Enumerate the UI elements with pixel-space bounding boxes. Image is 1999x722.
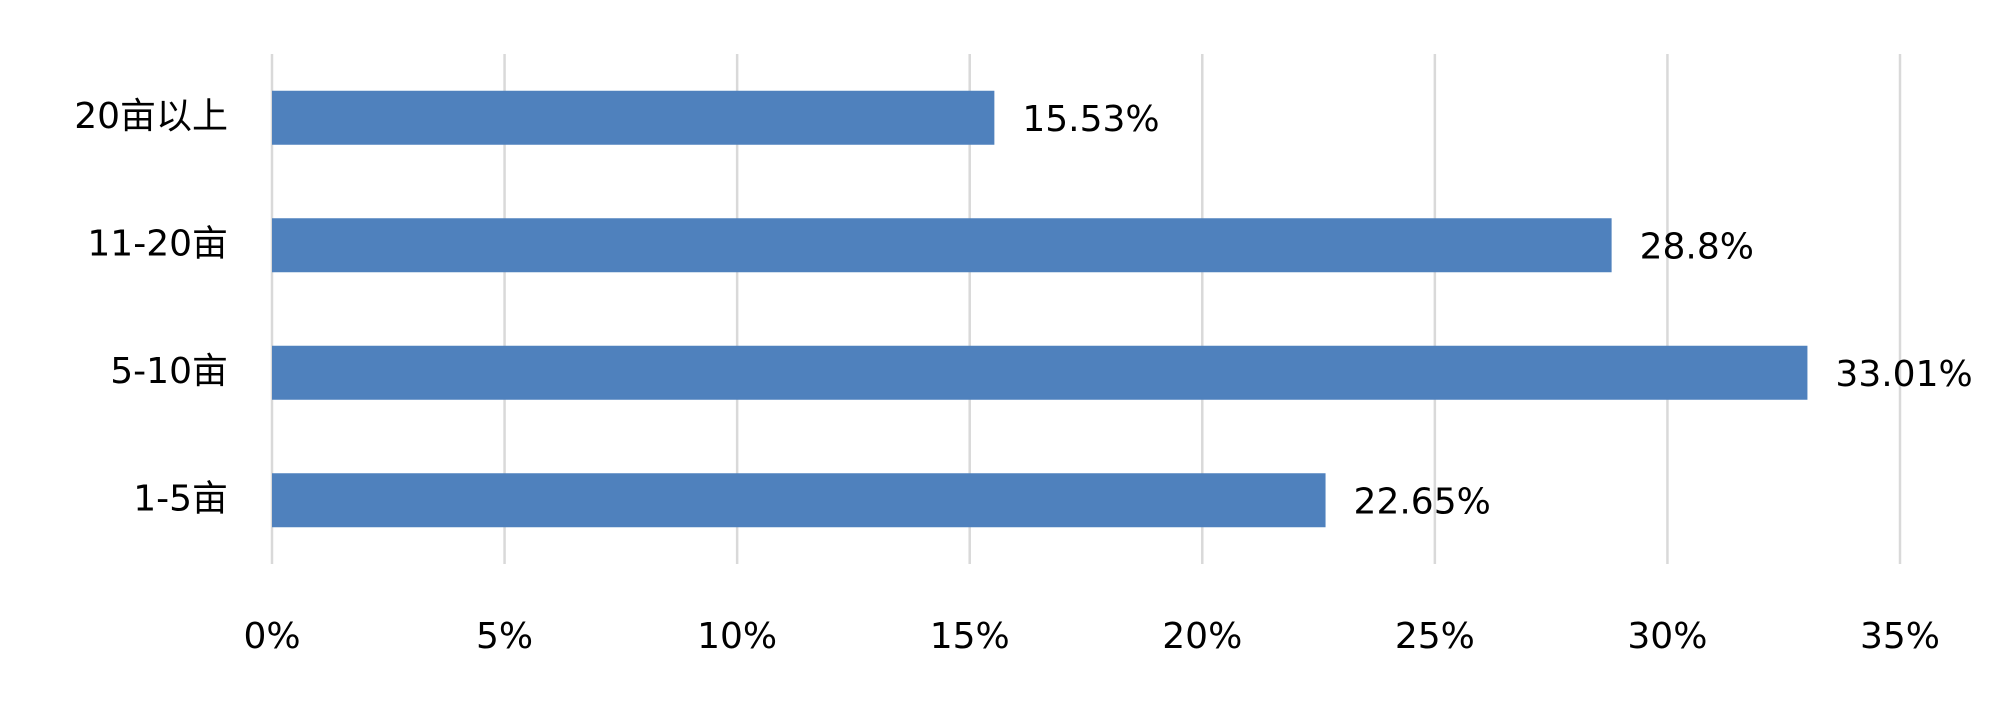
x-tick-label: 35%: [1860, 616, 1940, 657]
x-tick-label: 30%: [1627, 616, 1707, 657]
x-tick-label: 20%: [1162, 616, 1242, 657]
value-label: 15.53%: [1022, 99, 1159, 140]
y-tick-label: 1-5亩: [133, 478, 228, 519]
y-tick-label: 20亩以上: [74, 96, 228, 137]
value-label: 22.65%: [1354, 481, 1491, 522]
y-tick-label: 11-20亩: [87, 223, 228, 264]
value-label: 28.8%: [1640, 226, 1754, 267]
x-tick-label: 5%: [476, 616, 533, 657]
bar: [272, 218, 1612, 273]
x-tick-label: 25%: [1395, 616, 1475, 657]
y-tick-label: 5-10亩: [110, 351, 228, 392]
bar: [272, 345, 1808, 400]
x-tick-label: 15%: [930, 616, 1010, 657]
bar: [272, 473, 1326, 528]
bar: [272, 90, 995, 145]
x-tick-label: 10%: [697, 616, 777, 657]
value-label: 33.01%: [1835, 354, 1972, 395]
x-tick-label: 0%: [243, 616, 300, 657]
